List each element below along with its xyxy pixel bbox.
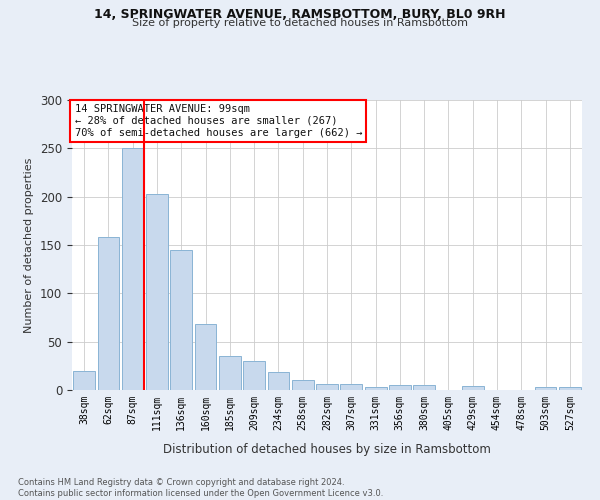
- Bar: [462, 386, 484, 390]
- Bar: [122, 148, 143, 390]
- Bar: [316, 384, 338, 390]
- Bar: [97, 238, 119, 390]
- Text: Distribution of detached houses by size in Ramsbottom: Distribution of detached houses by size …: [163, 442, 491, 456]
- Bar: [73, 370, 95, 390]
- Bar: [243, 361, 265, 390]
- Bar: [559, 387, 581, 390]
- Bar: [170, 250, 192, 390]
- Bar: [268, 372, 289, 390]
- Bar: [340, 384, 362, 390]
- Bar: [365, 387, 386, 390]
- Text: Contains HM Land Registry data © Crown copyright and database right 2024.
Contai: Contains HM Land Registry data © Crown c…: [18, 478, 383, 498]
- Bar: [413, 385, 435, 390]
- Bar: [292, 380, 314, 390]
- Text: Size of property relative to detached houses in Ramsbottom: Size of property relative to detached ho…: [132, 18, 468, 28]
- Bar: [535, 387, 556, 390]
- Text: 14, SPRINGWATER AVENUE, RAMSBOTTOM, BURY, BL0 9RH: 14, SPRINGWATER AVENUE, RAMSBOTTOM, BURY…: [94, 8, 506, 20]
- Bar: [389, 385, 411, 390]
- Bar: [146, 194, 168, 390]
- Bar: [219, 356, 241, 390]
- Bar: [194, 324, 217, 390]
- Text: 14 SPRINGWATER AVENUE: 99sqm
← 28% of detached houses are smaller (267)
70% of s: 14 SPRINGWATER AVENUE: 99sqm ← 28% of de…: [74, 104, 362, 138]
- Y-axis label: Number of detached properties: Number of detached properties: [25, 158, 34, 332]
